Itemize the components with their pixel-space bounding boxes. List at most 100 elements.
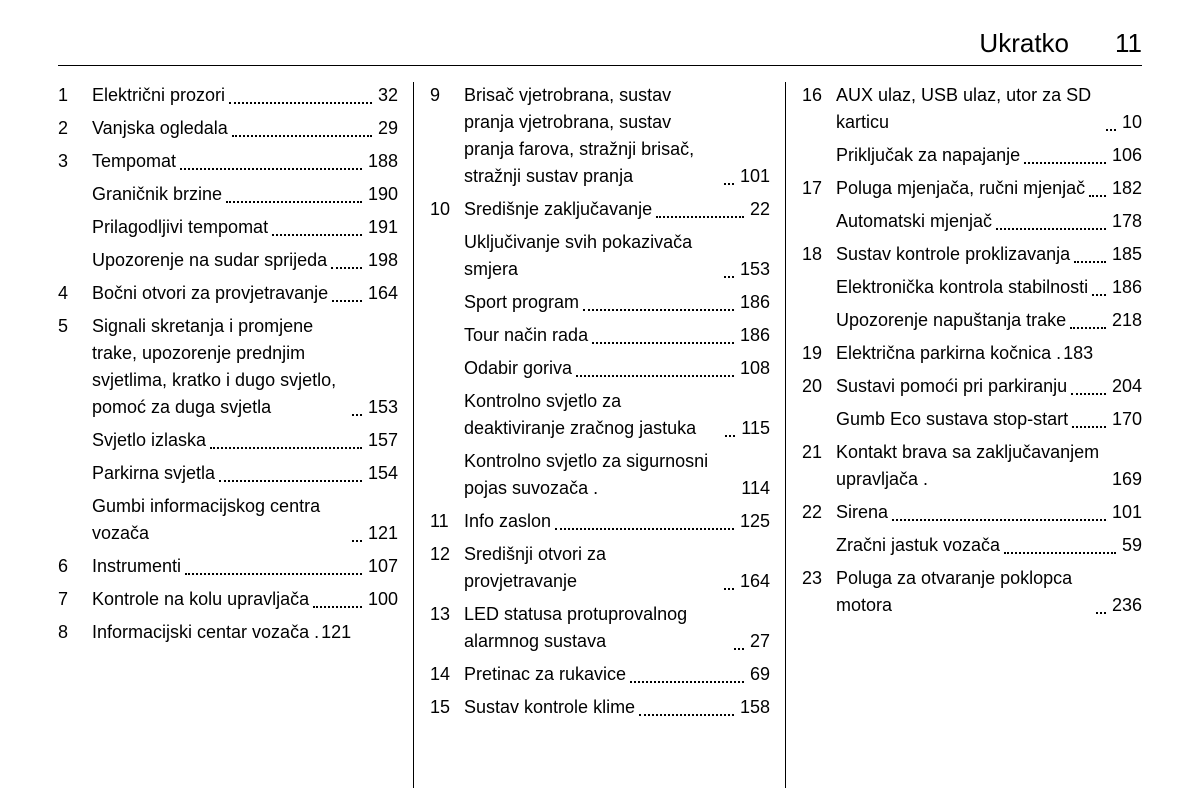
entry-number: 10 — [430, 196, 464, 223]
entry-label: Gumb Eco sustava stop-start — [836, 406, 1068, 433]
entry-body: Prilagodljivi tempomat191 — [92, 214, 398, 241]
entry-label: Središnje zaključavanje — [464, 196, 652, 223]
entry-label: Uključivanje svih pokazivača smjera — [464, 229, 720, 283]
toc-entry: 17Poluga mjenjača, ručni mjenjač182 — [802, 175, 1142, 202]
toc-entry: Odabir goriva108 — [430, 355, 770, 382]
dot-leader — [210, 447, 362, 449]
entry-page: 115 — [739, 415, 770, 442]
dot-leader — [1070, 327, 1106, 329]
entry-label: Vanjska ogledala — [92, 115, 228, 142]
entry-page: 182 — [1110, 175, 1142, 202]
dot-leader — [592, 342, 734, 344]
entry-body: Zračni jastuk vozača 59 — [836, 532, 1142, 559]
dot-leader — [996, 228, 1106, 230]
dot-leader — [1074, 261, 1106, 263]
entry-label: Poluga za otvaranje poklopca motora — [836, 565, 1092, 619]
toc-entry: Gumbi informacijskog centra vozača121 — [58, 493, 398, 547]
dot-leader — [1106, 129, 1116, 131]
entry-body: Uključivanje svih pokazivača smjera153 — [464, 229, 770, 283]
entry-number: 16 — [802, 82, 836, 109]
entry-page: 121 — [366, 520, 398, 547]
entry-label: Zračni jastuk vozača — [836, 532, 1000, 559]
entry-page: 170 — [1110, 406, 1142, 433]
entry-page: 114 — [739, 475, 770, 502]
entry-label: Elektronička kontrola stabilnosti — [836, 274, 1088, 301]
entry-number: 23 — [802, 565, 836, 592]
entry-body: Tour način rada186 — [464, 322, 770, 349]
entry-body: Automatski mjenjač178 — [836, 208, 1142, 235]
entry-body: Sustav kontrole proklizavanja 185 — [836, 241, 1142, 268]
entry-label: Sustavi pomoći pri parkiranju — [836, 373, 1067, 400]
entry-body: Upozorenje na sudar sprijeda 198 — [92, 247, 398, 274]
entry-page: 108 — [738, 355, 770, 382]
entry-label: Informacijski centar vozača . — [92, 619, 319, 646]
entry-page: 186 — [1110, 274, 1142, 301]
dot-leader — [180, 168, 362, 170]
toc-entry: Elektronička kontrola stabilnosti 186 — [802, 274, 1142, 301]
dot-leader — [892, 519, 1106, 521]
toc-entry: 20Sustavi pomoći pri parkiranju204 — [802, 373, 1142, 400]
entry-number: 18 — [802, 241, 836, 268]
entry-page: 27 — [748, 628, 770, 655]
entry-body: Sustav kontrole klime158 — [464, 694, 770, 721]
entry-label: Sport program — [464, 289, 579, 316]
entry-number: 6 — [58, 553, 92, 580]
entry-body: Signali skretanja i promjene trake, upoz… — [92, 313, 398, 421]
entry-label: Brisač vjetrobrana, sustav pranja vjetro… — [464, 82, 720, 190]
entry-body: Kontrolno svjetlo za sigurnosni pojas su… — [464, 448, 770, 502]
entry-page: 101 — [1110, 499, 1142, 526]
entry-body: Središnji otvori za provjetravanje164 — [464, 541, 770, 595]
entry-page: 125 — [738, 508, 770, 535]
dot-leader — [1071, 393, 1106, 395]
entry-page: 236 — [1110, 592, 1142, 619]
toc-entry: 2Vanjska ogledala29 — [58, 115, 398, 142]
entry-label: Kontakt brava sa zaključavanjem upravlja… — [836, 439, 1110, 493]
entry-page: 186 — [738, 322, 770, 349]
entry-label: Kontrolno svjetlo za deaktiviranje zračn… — [464, 388, 721, 442]
entry-page: 59 — [1120, 532, 1142, 559]
toc-entry: Prilagodljivi tempomat191 — [58, 214, 398, 241]
entry-body: Instrumenti107 — [92, 553, 398, 580]
entry-page: 153 — [366, 394, 398, 421]
entry-body: Brisač vjetrobrana, sustav pranja vjetro… — [464, 82, 770, 190]
entry-body: AUX ulaz, USB ulaz, utor za SD karticu10 — [836, 82, 1142, 136]
toc-entry: Graničnik brzine190 — [58, 181, 398, 208]
entry-label: Priključak za napajanje — [836, 142, 1020, 169]
entry-page: 198 — [366, 247, 398, 274]
entry-number: 2 — [58, 115, 92, 142]
entry-body: Elektronička kontrola stabilnosti 186 — [836, 274, 1142, 301]
entry-number: 12 — [430, 541, 464, 568]
entry-number: 1 — [58, 82, 92, 109]
dot-leader — [555, 528, 734, 530]
entry-label: Upozorenje na sudar sprijeda — [92, 247, 327, 274]
dot-leader — [185, 573, 362, 575]
entry-body: Sport program 186 — [464, 289, 770, 316]
dot-leader — [332, 300, 362, 302]
entry-body: Informacijski centar vozača . 121 — [92, 619, 398, 646]
entry-label: Središnji otvori za provjetravanje — [464, 541, 720, 595]
entry-body: Električna parkirna kočnica . 183 — [836, 340, 1142, 367]
entry-label: Svjetlo izlaska — [92, 427, 206, 454]
entry-label: Pretinac za rukavice — [464, 661, 626, 688]
dot-leader — [724, 276, 734, 278]
entry-body: Kontakt brava sa zaključavanjem upravlja… — [836, 439, 1142, 493]
entry-page: 69 — [748, 661, 770, 688]
toc-entry: 16AUX ulaz, USB ulaz, utor za SD karticu… — [802, 82, 1142, 136]
toc-column: 16AUX ulaz, USB ulaz, utor za SD karticu… — [786, 82, 1142, 782]
entry-body: Upozorenje napuštanja trake218 — [836, 307, 1142, 334]
entry-body: LED statusa protuprovalnog alarmnog sust… — [464, 601, 770, 655]
toc-entry: Automatski mjenjač178 — [802, 208, 1142, 235]
entry-body: Središnje zaključavanje22 — [464, 196, 770, 223]
entry-number: 21 — [802, 439, 836, 466]
toc-entry: 5Signali skretanja i promjene trake, upo… — [58, 313, 398, 421]
entry-page: 121 — [319, 619, 351, 646]
entry-page: 186 — [738, 289, 770, 316]
dot-leader — [219, 480, 362, 482]
entry-page: 185 — [1110, 241, 1142, 268]
toc-entry: Upozorenje na sudar sprijeda 198 — [58, 247, 398, 274]
toc-entry: 6Instrumenti107 — [58, 553, 398, 580]
entry-page: 32 — [376, 82, 398, 109]
entry-label: Električna parkirna kočnica . — [836, 340, 1061, 367]
toc-entry: 10Središnje zaključavanje22 — [430, 196, 770, 223]
entry-label: Sustav kontrole proklizavanja — [836, 241, 1070, 268]
